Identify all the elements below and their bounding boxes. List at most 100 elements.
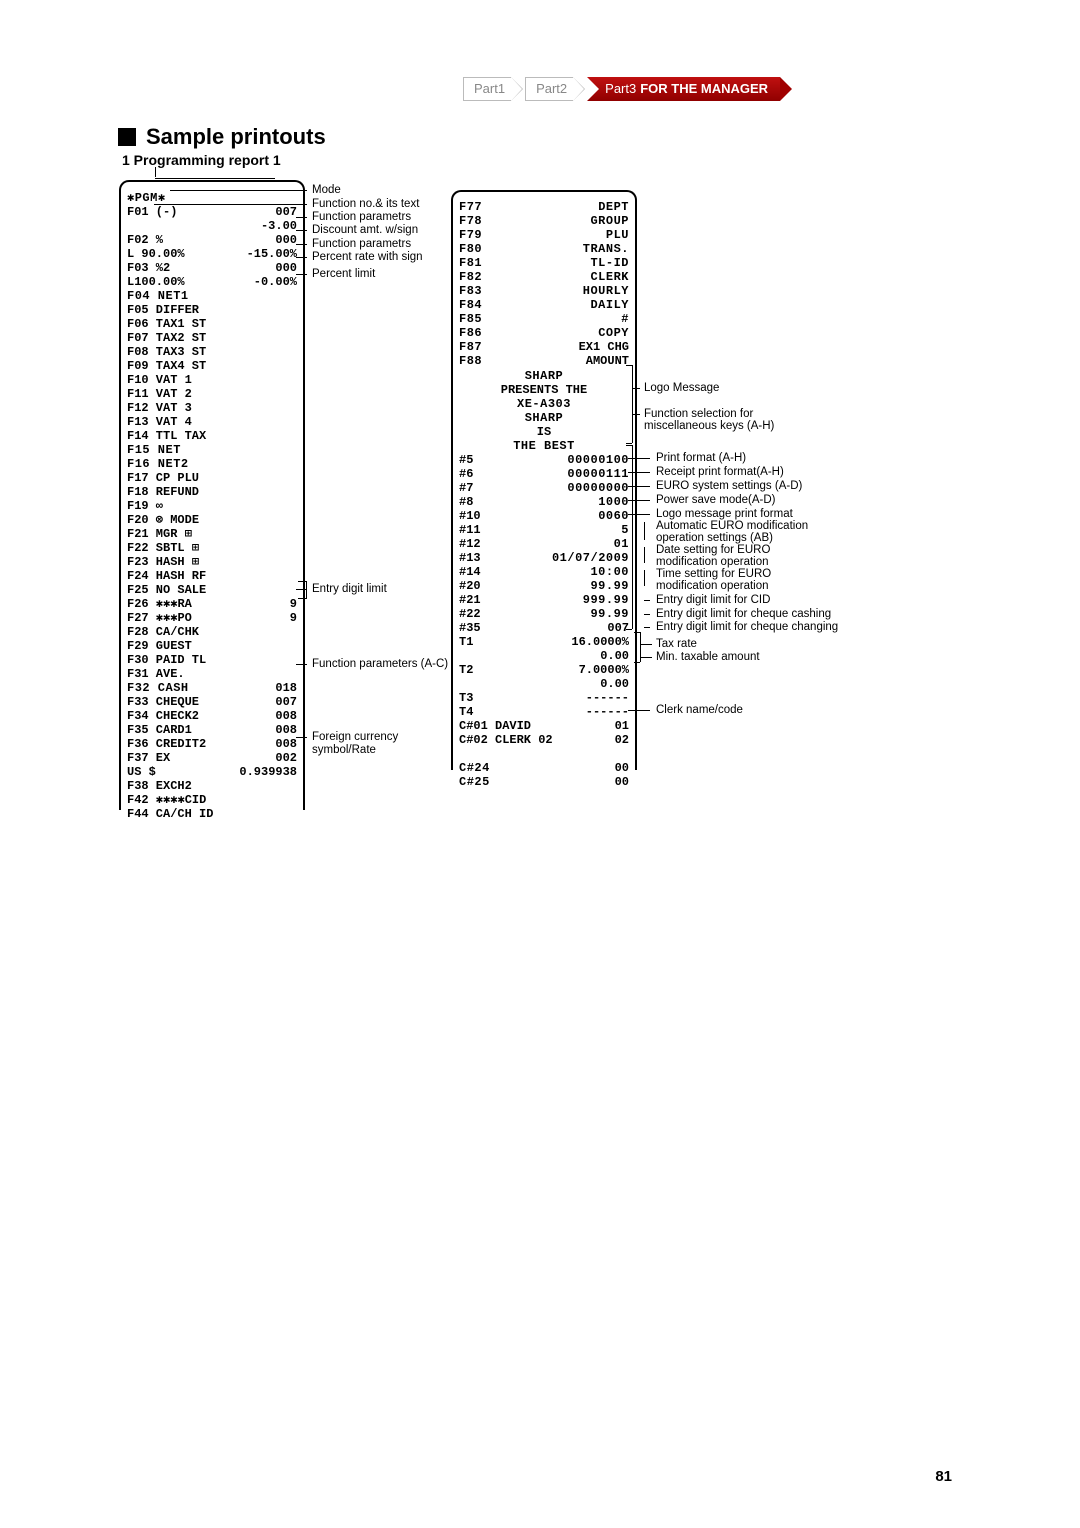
square-bullet-icon	[118, 128, 136, 146]
section-title-text: Sample printouts	[146, 124, 326, 149]
receipt-row: F07 TAX2 ST	[127, 331, 297, 345]
annotation-label: Entry digit limit	[312, 583, 387, 595]
receipt-row: F84DAILY	[459, 298, 629, 312]
receipt-row: T3------	[459, 691, 629, 705]
crumb-part2: Part2	[525, 77, 573, 101]
annotation-label: Print format (A-H)	[656, 452, 746, 464]
annotation-line	[296, 244, 307, 245]
page-number: 81	[935, 1468, 952, 1485]
receipt-row: F04 NET1	[127, 289, 297, 303]
receipt-row: #35007	[459, 621, 629, 635]
receipt-row: #500000100	[459, 453, 629, 467]
receipt-row: #1301/07/2009	[459, 551, 629, 565]
receipt-row: F80TRANS.	[459, 242, 629, 256]
receipt-row: F18 REFUND	[127, 485, 297, 499]
receipt-row: #100060	[459, 509, 629, 523]
receipt-row: 0.00	[459, 677, 629, 691]
receipt-row: F31 AVE.	[127, 667, 297, 681]
annotation-label: Mode	[312, 184, 341, 196]
crumb-part3-lite: Part3	[605, 81, 636, 96]
receipt-row: F34 CHECK2008	[127, 709, 297, 723]
receipt-row: F16 NET2	[127, 457, 297, 471]
receipt-row: F09 TAX4 ST	[127, 359, 297, 373]
receipt-row: F85#	[459, 312, 629, 326]
annotation-label: Discount amt. w/sign	[312, 224, 418, 236]
receipt-left: ✱PGM✱ F01 (-)007-3.00F02 %000L 90.00%-15…	[119, 180, 305, 810]
receipt-row: F37 EX002	[127, 751, 297, 765]
receipt-row: F29 GUEST	[127, 639, 297, 653]
annotation-line	[154, 204, 307, 205]
receipt-row: F11 VAT 2	[127, 387, 297, 401]
receipt-row: #600000111	[459, 467, 629, 481]
receipt-row: F22 SBTL ⊞	[127, 541, 297, 555]
receipt-row: F79PLU	[459, 228, 629, 242]
annotation-label: Receipt print format(A-H)	[656, 466, 784, 478]
receipt-row: F33 CHEQUE007	[127, 695, 297, 709]
receipt-row: F13 VAT 4	[127, 415, 297, 429]
receipt-row: US $0.939938	[127, 765, 297, 779]
receipt-row: F81TL-ID	[459, 256, 629, 270]
annotation-label: Entry digit limit for cheque changing	[656, 621, 838, 633]
subsection-title: 1 Programming report 1	[122, 152, 281, 168]
receipt-row: F05 DIFFER	[127, 303, 297, 317]
receipt-row: F23 HASH ⊞	[127, 555, 297, 569]
receipt-row: C#02 CLERK 0202	[459, 733, 629, 747]
logo-line: SHARP	[459, 369, 629, 383]
receipt-row: F42 ✱✱✱✱CID	[127, 793, 297, 807]
receipt-row: F10 VAT 1	[127, 373, 297, 387]
receipt-row: T27.0000%	[459, 663, 629, 677]
annotation-label: Percent limit	[312, 268, 375, 280]
annotation-label: EURO system settings (A-D)	[656, 480, 802, 492]
logo-line: XE-A303	[459, 397, 629, 411]
annotation-label: Function parametrs	[312, 238, 411, 250]
annotation-label: Foreign currency	[312, 731, 398, 743]
annotation-line	[296, 257, 307, 258]
receipt-row: #1201	[459, 537, 629, 551]
receipt-row: 0.00	[459, 649, 629, 663]
receipt-row: F03 %2000	[127, 261, 297, 275]
receipt-header: ✱PGM✱	[127, 191, 297, 205]
receipt-row: #115	[459, 523, 629, 537]
annotation-line	[296, 737, 307, 738]
receipt-row: #2299.99	[459, 607, 629, 621]
annotation-label: Logo Message	[644, 382, 719, 394]
annotation-label: Function parameters (A-C)	[312, 658, 448, 670]
receipt-row: F21 MGR ⊞	[127, 527, 297, 541]
receipt-row: F20 ⊗ MODE	[127, 513, 297, 527]
annotation-label: Function no.& its text	[312, 198, 419, 210]
annotation-label: Min. taxable amount	[656, 651, 760, 663]
receipt-row: L100.00%-0.00%	[127, 275, 297, 289]
receipt-row: F30 PAID TL	[127, 653, 297, 667]
receipt-row: F32 CASH018	[127, 681, 297, 695]
annotation-line	[296, 230, 307, 231]
receipt-row: F36 CREDIT2008	[127, 737, 297, 751]
receipt-right: F77DEPTF78GROUPF79PLUF80TRANS.F81TL-IDF8…	[451, 190, 637, 770]
receipt-row: F15 NET	[127, 443, 297, 457]
annotation-label: Function selection for	[644, 408, 753, 420]
logo-line: IS	[459, 425, 629, 439]
receipt-row: #21999.99	[459, 593, 629, 607]
receipt-row: #700000000	[459, 481, 629, 495]
crumb-part1: Part1	[463, 77, 511, 101]
receipt-row: F12 VAT 3	[127, 401, 297, 415]
receipt-row: F02 %000	[127, 233, 297, 247]
annotation-label: Percent rate with sign	[312, 251, 423, 263]
crumb-part3-bold: FOR THE MANAGER	[640, 81, 768, 96]
receipt-row: F44 CA/CH ID	[127, 807, 297, 821]
annotation-label: Logo message print format	[656, 508, 793, 520]
annotation-label: modification operation	[656, 556, 769, 568]
annotation-label: Function parametrs	[312, 211, 411, 223]
receipt-row: F82CLERK	[459, 270, 629, 284]
receipt-row: F01 (-)007	[127, 205, 297, 219]
receipt-row: C#01 DAVID01	[459, 719, 629, 733]
annotation-line	[296, 217, 307, 218]
annotation-label: miscellaneous keys (A-H)	[644, 420, 774, 432]
annotation-label: Time setting for EURO	[656, 568, 771, 580]
annotation-label: Clerk name/code	[656, 704, 743, 716]
receipt-row: F86COPY	[459, 326, 629, 340]
annotation-label: modification operation	[656, 580, 769, 592]
receipt-row: C#2500	[459, 775, 629, 789]
annotation-label: Entry digit limit for cheque cashing	[656, 608, 831, 620]
receipt-row: -3.00	[127, 219, 297, 233]
receipt-row: F87EX1 CHG	[459, 340, 629, 354]
